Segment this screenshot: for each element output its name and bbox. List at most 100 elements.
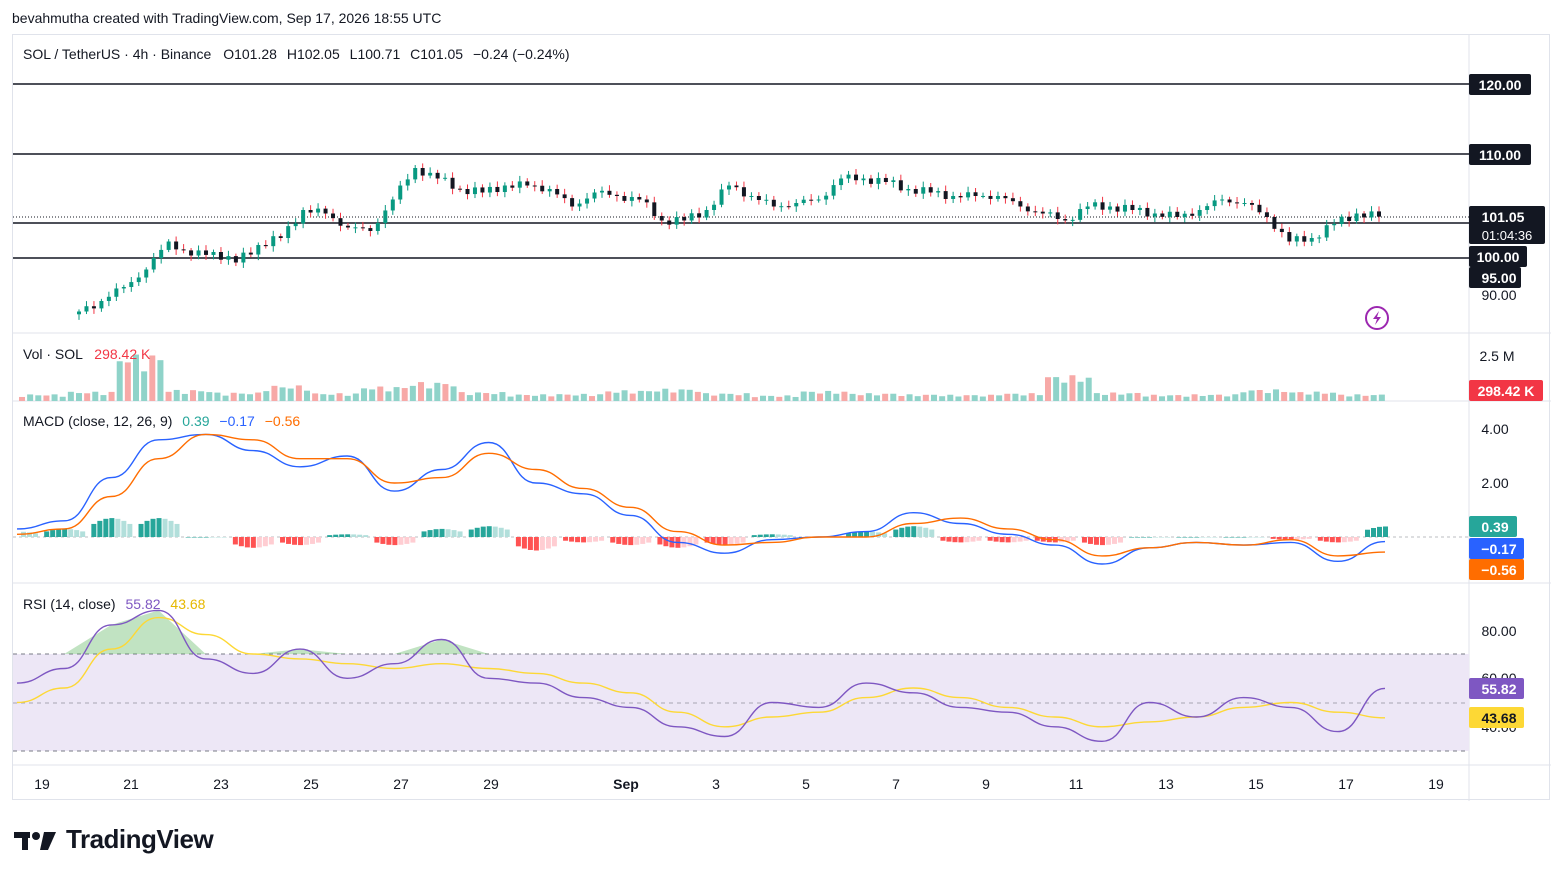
ohlc-close: C101.05 xyxy=(410,46,463,62)
macd-hist-bar xyxy=(327,535,333,537)
macd-hist-bar xyxy=(1165,537,1171,538)
macd-hist-bar xyxy=(339,534,345,537)
candle-body xyxy=(966,192,971,198)
tradingview-logo[interactable]: TradingView xyxy=(14,824,214,855)
macd-signal-badge-label: −0.56 xyxy=(1481,562,1517,578)
macd-hist-bar xyxy=(882,533,888,537)
macd-hist-bar xyxy=(298,537,304,546)
volume-bar xyxy=(532,395,538,401)
macd-hist-bar xyxy=(197,537,203,538)
volume-bar xyxy=(35,395,42,401)
macd-histogram xyxy=(21,518,1388,551)
volume-bar xyxy=(499,392,506,401)
volume-bar xyxy=(222,395,229,401)
volume-bar xyxy=(1305,394,1312,401)
volume-bar xyxy=(279,387,286,401)
candle-body xyxy=(211,252,216,255)
macd-signal-line xyxy=(16,433,1386,557)
macd-hist-bar xyxy=(162,518,168,537)
macd-hist-bar xyxy=(44,531,50,537)
candle-body xyxy=(1324,225,1329,238)
chart-canvas[interactable]: SOL / TetherUS · 4h · Binance O101.28 H1… xyxy=(13,35,1551,801)
volume-bar xyxy=(149,355,156,401)
rsi-legend[interactable]: RSI (14, close) 55.82 43.68 xyxy=(23,596,206,612)
candle-body xyxy=(398,185,403,200)
candle-body xyxy=(1235,202,1240,204)
candle-body xyxy=(555,189,560,195)
main-legend[interactable]: SOL / TetherUS · 4h · Binance O101.28 H1… xyxy=(23,46,570,62)
candle-body xyxy=(413,168,418,180)
macd-line xyxy=(16,433,1386,565)
volume-bar xyxy=(963,395,970,401)
volume-bar xyxy=(76,393,82,401)
macd-hist-bar xyxy=(451,530,457,537)
macd-hist-bar xyxy=(1117,537,1123,543)
macd-hist-bar xyxy=(946,537,952,542)
badge-100 xyxy=(1469,246,1527,267)
chart-frame[interactable]: SOL / TetherUS · 4h · Binance O101.28 H1… xyxy=(12,34,1551,801)
volume-bar xyxy=(955,396,962,401)
macd-hist-bar xyxy=(722,537,728,546)
tradingview-logo-text: TradingView xyxy=(66,824,214,854)
candle-body xyxy=(816,199,821,201)
macd-hist-bar xyxy=(728,537,734,545)
candle-body xyxy=(308,210,313,213)
candle-body xyxy=(741,187,746,197)
volume-bar xyxy=(1061,382,1068,401)
macd-hist-bar xyxy=(646,537,652,543)
volume-bar xyxy=(1053,377,1060,401)
candle-body xyxy=(1369,211,1374,218)
price-label-last: 101.05 xyxy=(1482,209,1525,225)
macd-hist-bar xyxy=(663,537,669,547)
volume-bar xyxy=(336,393,343,401)
time-label: 19 xyxy=(34,776,50,792)
macd-hist-bar xyxy=(1270,537,1276,539)
macd-hist-bar xyxy=(551,537,557,547)
candle-body xyxy=(644,199,649,203)
candle-body xyxy=(1242,203,1247,204)
candle-body xyxy=(1287,232,1292,242)
candle-body xyxy=(472,187,477,195)
volume-bar xyxy=(580,393,587,401)
price-label-100: 100.00 xyxy=(1477,249,1520,265)
macd-hist-bar xyxy=(127,523,133,537)
candle-body xyxy=(652,202,657,217)
candle-body xyxy=(943,191,948,199)
volume-legend[interactable]: Vol · SOL 298.42 K xyxy=(23,346,151,362)
macd-hist-bar xyxy=(1023,537,1029,541)
volume-bar xyxy=(1297,392,1304,401)
macd-legend[interactable]: MACD (close, 12, 26, 9) 0.39 −0.17 −0.56 xyxy=(23,413,300,429)
macd-hist-bar xyxy=(1135,537,1141,538)
volume-bar xyxy=(1077,381,1084,401)
candles xyxy=(77,163,1381,320)
macd-hist-bar xyxy=(527,537,533,550)
rsi-line xyxy=(16,609,1386,743)
candle-body xyxy=(1302,236,1307,242)
candle-body xyxy=(256,245,261,255)
volume-bar xyxy=(206,392,213,401)
volume-bar xyxy=(947,394,954,401)
macd-hist-bar xyxy=(1335,537,1341,543)
candle-body xyxy=(345,225,350,228)
volume-bar xyxy=(190,390,196,401)
macd-hist-bar xyxy=(1241,537,1247,538)
symbol-label[interactable]: SOL / TetherUS · 4h · Binance xyxy=(23,46,212,62)
volume-bar xyxy=(1264,393,1271,401)
macd-hist-bar xyxy=(616,537,622,544)
macd-hist-bar xyxy=(905,526,911,537)
candle-body xyxy=(1309,238,1314,242)
volume-bar xyxy=(1256,390,1263,401)
macd-hist-bar xyxy=(976,537,982,541)
macd-hist-bar xyxy=(1306,537,1312,539)
lightning-icon[interactable] xyxy=(1365,306,1389,330)
volume-bar xyxy=(1362,395,1369,401)
macd-hist-bar xyxy=(280,537,286,543)
macd-hist-bar xyxy=(1070,537,1076,541)
volume-bar xyxy=(295,385,302,401)
volume-bar xyxy=(1240,392,1247,401)
macd-hist-bar xyxy=(917,526,923,537)
macd-hist-bar xyxy=(404,537,410,544)
volume-bar xyxy=(996,395,1003,401)
macd-hist-bar xyxy=(238,537,244,547)
macd-hist-bar xyxy=(970,537,976,542)
